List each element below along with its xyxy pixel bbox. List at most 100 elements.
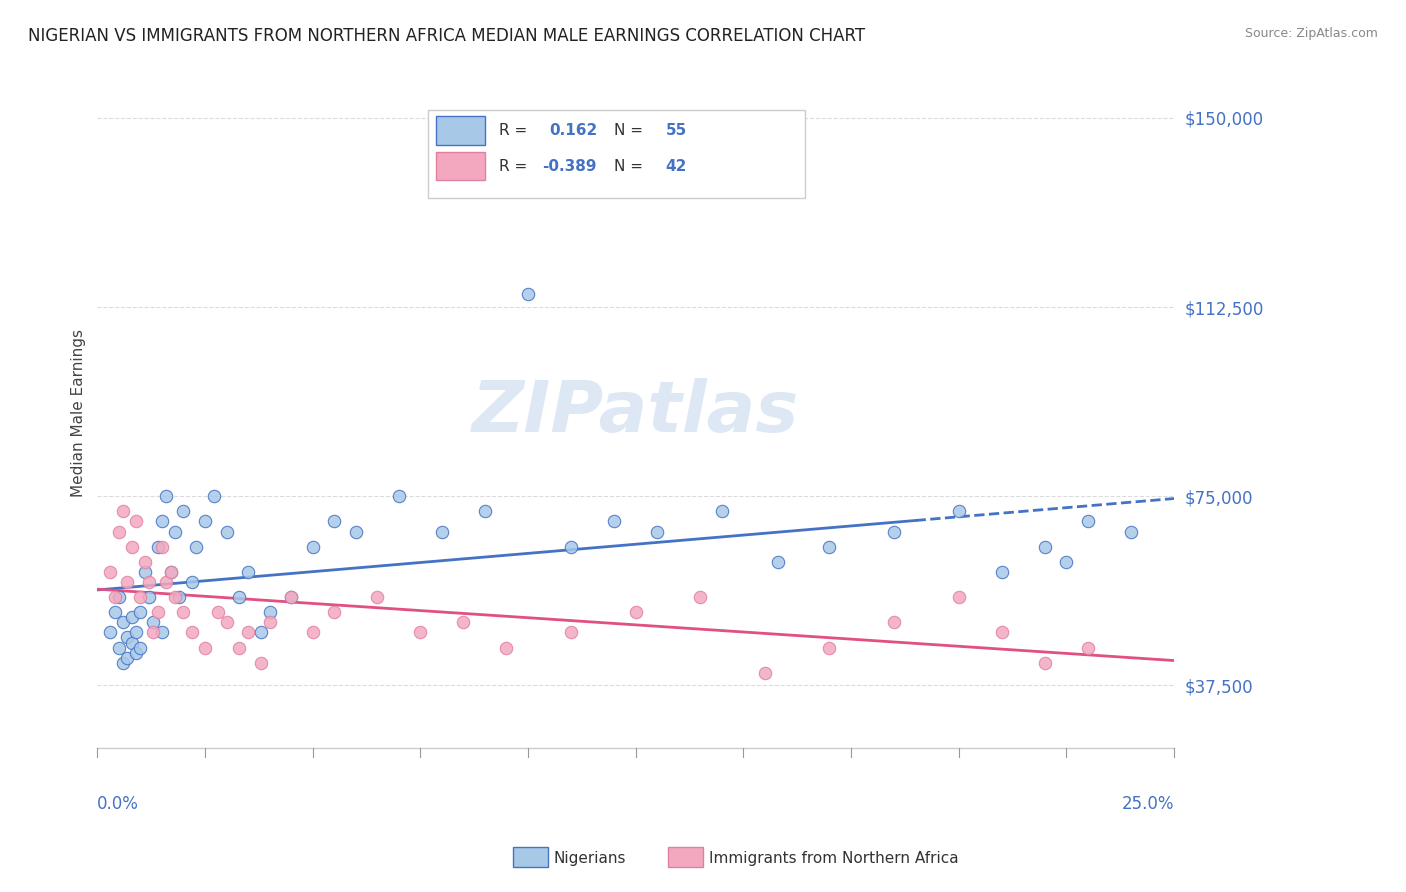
- Point: [259, 615, 281, 630]
- Point: [1033, 656, 1056, 670]
- Point: [117, 631, 139, 645]
- Point: [215, 524, 238, 539]
- Point: [163, 590, 186, 604]
- Point: [409, 625, 432, 640]
- Point: [323, 605, 346, 619]
- Point: [710, 504, 733, 518]
- Point: [194, 640, 217, 655]
- Point: [112, 615, 135, 630]
- Point: [883, 615, 905, 630]
- Point: [112, 504, 135, 518]
- Point: [474, 504, 496, 518]
- FancyBboxPatch shape: [427, 110, 804, 198]
- Point: [560, 625, 582, 640]
- Point: [117, 650, 139, 665]
- Point: [236, 625, 259, 640]
- Point: [754, 665, 776, 680]
- Point: [159, 565, 181, 579]
- Point: [108, 590, 131, 604]
- Point: [146, 605, 169, 619]
- Point: [181, 625, 204, 640]
- Text: 25.0%: 25.0%: [1122, 796, 1174, 814]
- Text: R =: R =: [499, 159, 531, 174]
- Point: [280, 590, 302, 604]
- Point: [250, 625, 273, 640]
- Text: 0.0%: 0.0%: [97, 796, 139, 814]
- Point: [1033, 540, 1056, 554]
- Point: [125, 515, 148, 529]
- Point: [150, 515, 173, 529]
- Point: [323, 515, 346, 529]
- Point: [117, 574, 139, 589]
- Text: Immigrants from Northern Africa: Immigrants from Northern Africa: [709, 851, 959, 865]
- Point: [603, 515, 626, 529]
- Point: [948, 590, 970, 604]
- Point: [134, 565, 156, 579]
- Point: [129, 590, 152, 604]
- Point: [146, 540, 169, 554]
- Point: [138, 574, 160, 589]
- Text: NIGERIAN VS IMMIGRANTS FROM NORTHERN AFRICA MEDIAN MALE EARNINGS CORRELATION CHA: NIGERIAN VS IMMIGRANTS FROM NORTHERN AFR…: [28, 27, 865, 45]
- Point: [207, 605, 229, 619]
- Point: [301, 625, 323, 640]
- Point: [560, 540, 582, 554]
- Point: [453, 615, 475, 630]
- Point: [150, 625, 173, 640]
- Point: [280, 590, 302, 604]
- Point: [121, 635, 143, 649]
- Point: [645, 524, 668, 539]
- Point: [103, 605, 125, 619]
- Point: [766, 555, 789, 569]
- Point: [430, 524, 453, 539]
- Point: [215, 615, 238, 630]
- Point: [172, 504, 194, 518]
- Point: [163, 524, 186, 539]
- Point: [883, 524, 905, 539]
- Text: N =: N =: [614, 123, 648, 138]
- Point: [228, 640, 250, 655]
- Text: 55: 55: [666, 123, 688, 138]
- Point: [366, 590, 388, 604]
- Point: [1077, 640, 1099, 655]
- Point: [1054, 555, 1077, 569]
- Text: Nigerians: Nigerians: [554, 851, 627, 865]
- Point: [1077, 515, 1099, 529]
- Point: [134, 555, 156, 569]
- FancyBboxPatch shape: [436, 152, 485, 180]
- Point: [125, 625, 148, 640]
- Point: [125, 646, 148, 660]
- Point: [129, 640, 152, 655]
- Point: [202, 489, 225, 503]
- Point: [108, 640, 131, 655]
- FancyBboxPatch shape: [436, 116, 485, 145]
- Point: [159, 565, 181, 579]
- Point: [495, 640, 517, 655]
- Point: [624, 605, 647, 619]
- Text: R =: R =: [499, 123, 531, 138]
- Point: [990, 625, 1012, 640]
- Text: ZIPatlas: ZIPatlas: [472, 378, 800, 448]
- Point: [228, 590, 250, 604]
- Y-axis label: Median Male Earnings: Median Male Earnings: [72, 329, 86, 497]
- Point: [129, 605, 152, 619]
- Point: [186, 540, 208, 554]
- Point: [689, 590, 711, 604]
- Text: 42: 42: [666, 159, 688, 174]
- Text: -0.389: -0.389: [541, 159, 596, 174]
- Point: [150, 540, 173, 554]
- Point: [818, 540, 841, 554]
- Point: [167, 590, 190, 604]
- Point: [142, 615, 165, 630]
- Point: [948, 504, 970, 518]
- Point: [517, 287, 540, 301]
- Point: [142, 625, 165, 640]
- Text: Source: ZipAtlas.com: Source: ZipAtlas.com: [1244, 27, 1378, 40]
- Point: [121, 610, 143, 624]
- Point: [108, 524, 131, 539]
- Point: [121, 540, 143, 554]
- Point: [112, 656, 135, 670]
- Point: [194, 515, 217, 529]
- Point: [990, 565, 1012, 579]
- Point: [388, 489, 411, 503]
- Point: [103, 590, 125, 604]
